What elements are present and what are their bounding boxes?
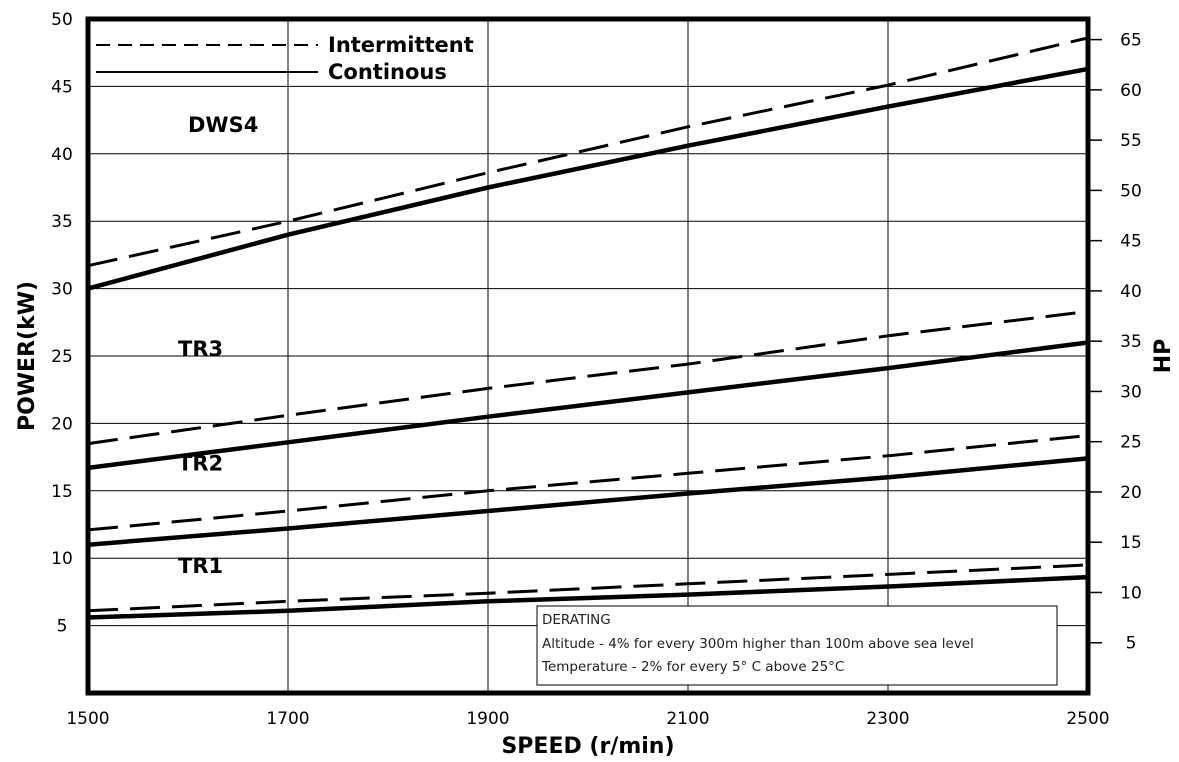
series-labels: DWS4 TR3 TR2 TR1 [178, 113, 258, 578]
y2-tick-label: 65 [1120, 31, 1142, 51]
x-tick-label: 2100 [666, 709, 709, 729]
y-tick-label: 5 [57, 617, 68, 637]
y-tick-label: 15 [51, 482, 73, 502]
x-tick-label: 1900 [466, 709, 509, 729]
y2-tick-label: 55 [1120, 131, 1142, 151]
derating-temperature: Temperature - 2% for every 5° C above 25… [541, 659, 844, 675]
y-tick-label: 45 [51, 77, 73, 97]
derating-altitude: Altitude - 4% for every 300m higher than… [542, 636, 974, 652]
derating-heading: DERATING [542, 612, 611, 628]
y-tick-label: 30 [51, 280, 73, 300]
y-tick-label: 20 [51, 414, 73, 434]
y-axis-title: POWER(kW) [15, 281, 40, 431]
tr1-intermittent-line [87, 563, 1089, 613]
y2-axis-ticks: 5 10 15 20 25 30 35 40 45 50 55 60 65 [1088, 31, 1142, 654]
legend-intermittent-label: Intermittent [328, 33, 474, 57]
tr3-continous-line [87, 340, 1089, 471]
x-axis-ticks: 1500 1700 1900 2100 2300 2500 [66, 709, 1109, 729]
tr3-label: TR3 [178, 337, 223, 361]
derating-box [536, 605, 1058, 686]
dws4-label: DWS4 [188, 113, 258, 137]
y2-tick-label: 40 [1120, 282, 1142, 302]
tr2-continous-line [87, 456, 1089, 547]
tr1-continous-line [87, 574, 1089, 620]
x-tick-label: 1700 [266, 709, 309, 729]
y-tick-label: 40 [51, 145, 73, 165]
y2-tick-label: 35 [1120, 332, 1142, 352]
y2-tick-label: 30 [1120, 382, 1142, 402]
tr3-intermittent-line [87, 310, 1089, 446]
legend-continous-label: Continous [328, 60, 447, 84]
series-lines [87, 36, 1089, 620]
dws4-intermittent-line [87, 36, 1089, 268]
x-axis-title: SPEED (r/min) [501, 734, 674, 759]
y2-tick-label: 60 [1120, 81, 1142, 101]
derating-note: DERATING Altitude - 4% for every 300m hi… [536, 605, 1058, 686]
y2-tick-label: 25 [1120, 433, 1142, 453]
x-tick-label: 2500 [1066, 709, 1109, 729]
y2-tick-label: 10 [1120, 583, 1142, 603]
legend: Intermittent Continous [96, 33, 474, 84]
y2-tick-label: 20 [1120, 483, 1142, 503]
y2-axis-title: HP [1151, 339, 1176, 374]
x-tick-label: 2300 [866, 709, 909, 729]
tr2-label: TR2 [178, 452, 223, 476]
x-tick-label: 1500 [66, 709, 109, 729]
tr1-label: TR1 [178, 554, 223, 578]
y-tick-label: 25 [51, 347, 73, 367]
y2-tick-label: 15 [1120, 533, 1142, 553]
dws4-continous-line [87, 66, 1089, 291]
plot-frame [85, 16, 1091, 696]
y2-tick-label: 50 [1120, 181, 1142, 201]
y2-tick-label: 5 [1126, 634, 1137, 654]
tr2-intermittent-line [87, 434, 1089, 532]
y-tick-label: 50 [51, 10, 73, 30]
y-tick-label: 35 [51, 212, 73, 232]
y-tick-label: 10 [51, 549, 73, 569]
y2-tick-label: 45 [1120, 232, 1142, 252]
y-axis-ticks: 5 10 15 20 25 30 35 40 45 50 [51, 10, 73, 637]
